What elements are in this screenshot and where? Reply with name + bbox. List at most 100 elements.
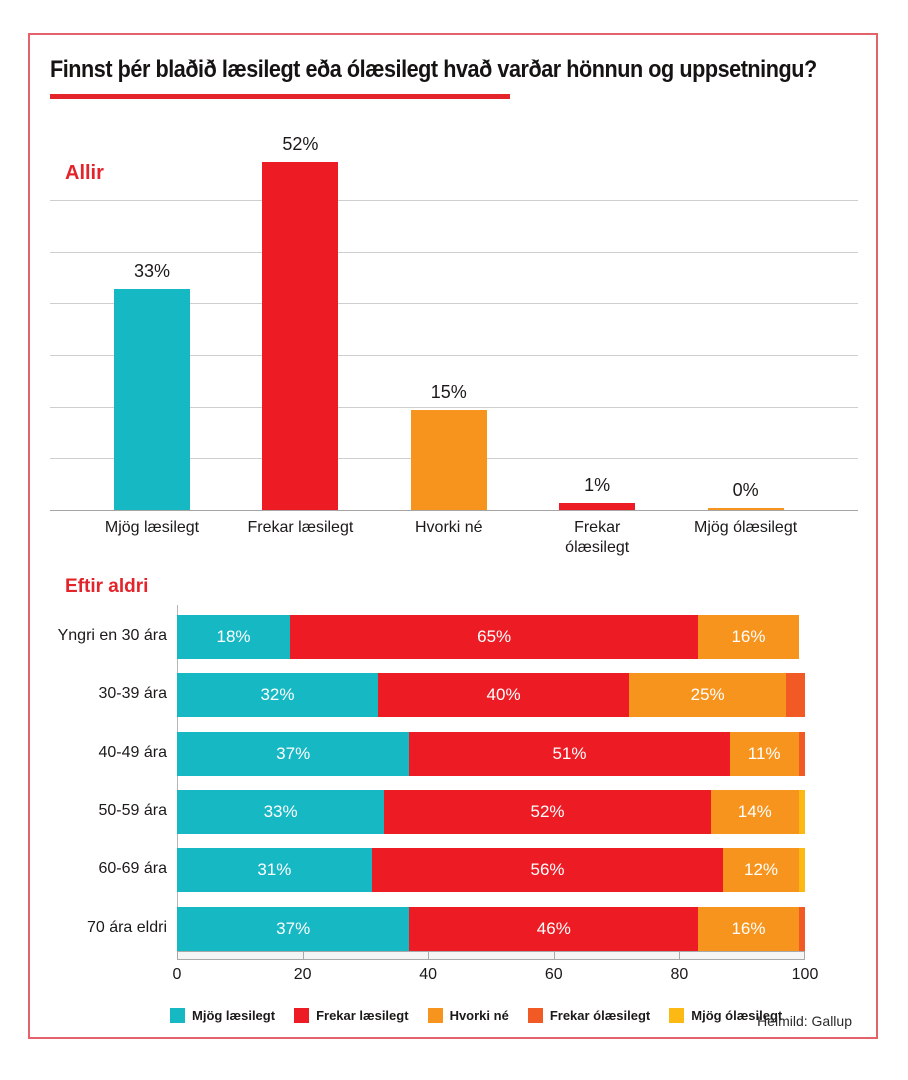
segment-value-label: 65% [477, 627, 512, 646]
segment-frekar-l-silegt: 56% [371, 848, 724, 893]
segment-frekar-l-silegt: 52% [384, 789, 711, 834]
segment-value-label: 56% [530, 860, 565, 880]
segment-frekar-l-silegt: 65% [290, 615, 699, 659]
row-label: Yngri en 30 ára [57, 627, 167, 644]
segment-frekar-l-silegt: 46% [409, 906, 699, 951]
segment-value-label: 37% [276, 743, 311, 763]
segment-value-label: 25% [690, 685, 725, 705]
bar-value-label: 33% [133, 260, 171, 281]
segment-value-label: 33% [263, 801, 298, 821]
x-axis-tick-label: 100 [791, 966, 819, 983]
bar-value-label: 1% [584, 475, 611, 496]
legend-label: Mjög læsilegt [192, 1008, 276, 1023]
gridline [50, 303, 858, 305]
legend-item: Mjög læsilegt [170, 1008, 275, 1023]
segment-frekar-l-silegt [798, 731, 805, 776]
page-title: Finnst þér blaðið læsilegt eða ólæsilegt… [50, 56, 817, 83]
legend-swatch-icon [427, 1008, 443, 1023]
bar-category-label: Frekar læsilegt [247, 519, 354, 536]
row-label: 60-69 ára [98, 860, 168, 878]
x-axis-tick [177, 951, 178, 960]
segment-value-label: 16% [731, 627, 766, 646]
bar-frekar-l-silegt [559, 503, 636, 510]
x-axis-tick [679, 951, 681, 960]
legend-swatch-icon [669, 1008, 685, 1023]
bar-value-label: 15% [430, 381, 467, 402]
segment-frekar-l-silegt: 51% [409, 731, 730, 776]
gridline [50, 251, 858, 253]
legend-item: Frekar ólæsilegt [527, 1008, 651, 1023]
segment-hvorki-n-: 14% [710, 789, 799, 834]
segment-value-label: 52% [530, 801, 565, 821]
legend-label: Frekar ólæsilegt [549, 1008, 651, 1023]
x-axis-tick [553, 951, 555, 960]
bar-category-label: Mjög læsilegt [104, 519, 200, 536]
segment-mj-g-l-silegt: 37% [177, 906, 410, 951]
bar-value-label: 52% [282, 133, 319, 154]
segment-value-label: 51% [552, 743, 587, 763]
legend-item: Mjög ólæsilegt [669, 1008, 782, 1023]
bar-hvorki-n- [410, 409, 487, 510]
legend-item: Hvorki né [427, 1008, 509, 1023]
segment-mj-g-l-silegt [798, 789, 805, 834]
bar-value-label: 0% [732, 480, 759, 500]
x-axis-tick-label: 60 [544, 966, 563, 983]
legend: Mjög læsilegt Frekar læsilegt Hvorki né Fre… [170, 1008, 782, 1023]
segment-value-label: 40% [486, 685, 521, 705]
x-axis-tick-label: 20 [293, 966, 312, 983]
segment-hvorki-n-: 16% [698, 906, 799, 951]
gridline [50, 200, 858, 201]
legend-label: Frekar læsilegt [316, 1008, 409, 1023]
legend-label: Hvorki né [449, 1008, 509, 1023]
segment-mj-g-l-silegt: 37% [177, 731, 410, 776]
segment-mj-g-l-silegt: 31% [177, 848, 372, 893]
segment-mj-g-l-silegt [798, 848, 805, 893]
segment-value-label: 14% [737, 801, 772, 821]
segment-value-label: 37% [276, 918, 311, 938]
bar-category-label: Frekar ólæsilegt [565, 519, 630, 556]
y-axis-line [177, 605, 178, 951]
legend-swatch-icon [527, 1008, 543, 1023]
segment-value-label: 16% [731, 918, 766, 938]
segment-value-label: 46% [536, 918, 571, 938]
x-axis-baseline [50, 510, 858, 511]
row-label: 50-59 ára [98, 801, 168, 819]
bar-category-label: Hvorki né [415, 519, 483, 536]
bar-category-label: Mjög ólæsilegt [694, 519, 798, 536]
gridline [50, 406, 858, 408]
bar-mj-g-l-silegt [114, 288, 190, 510]
legend-swatch-icon [170, 1008, 185, 1023]
x-axis-tick-label: 40 [419, 966, 438, 983]
segment-frekar-l-silegt [798, 906, 805, 951]
gridline [50, 355, 858, 356]
segment-hvorki-n-: 11% [729, 731, 799, 776]
legend-label: Mjög ólæsilegt [691, 1008, 783, 1023]
row-label: 70 ára eldri [86, 918, 167, 936]
source-label: Heimild: Gallup [757, 1013, 852, 1029]
x-axis-tick [302, 951, 304, 960]
segment-hvorki-n-: 25% [629, 673, 787, 718]
segment-mj-g-l-silegt: 32% [177, 673, 378, 718]
segment-value-label: 11% [747, 743, 781, 763]
x-axis-strip [177, 951, 805, 960]
title-underline [50, 94, 510, 99]
legend-item: Frekar læsilegt [294, 1008, 409, 1023]
legend-swatch-icon [294, 1008, 310, 1023]
segment-value-label: 31% [257, 860, 292, 880]
row-label: 30-39 ára [98, 685, 168, 703]
row-label: 40-49 ára [98, 743, 168, 761]
segment-hvorki-n-: 16% [698, 615, 799, 659]
segment-hvorki-n-: 12% [723, 848, 799, 893]
segment-frekar-l-silegt: 40% [377, 673, 630, 718]
segment-value-label: 12% [744, 860, 779, 880]
segment-mj-g-l-silegt: 33% [177, 789, 385, 834]
x-axis-tick-label: 80 [670, 966, 689, 983]
segment-frekar-l-silegt [786, 673, 805, 718]
bar-mj-g-l-silegt [707, 508, 784, 510]
x-axis-tick-label: 0 [172, 966, 182, 983]
x-axis-tick [428, 951, 430, 960]
segment-value-label: 32% [260, 685, 295, 705]
bar-frekar-l-silegt [262, 161, 339, 510]
x-axis-tick [804, 951, 805, 960]
